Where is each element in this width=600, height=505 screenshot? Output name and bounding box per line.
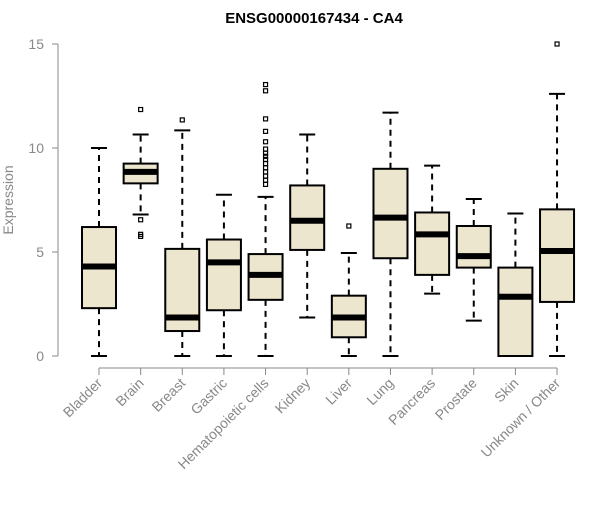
outlier-point (262, 81, 269, 88)
x-tick-label: Unknown / Other (478, 375, 564, 461)
box-group (205, 193, 242, 357)
iqr-box (455, 225, 492, 269)
x-tick-label: Liver (322, 375, 355, 408)
box-group (164, 117, 201, 357)
box-group (247, 81, 284, 357)
x-tick-label: Breast (148, 375, 188, 415)
outlier-point (346, 223, 352, 229)
iqr-box (539, 208, 576, 303)
iqr-box (205, 238, 242, 312)
box-group (81, 147, 117, 357)
outlier-point (554, 41, 560, 47)
outlier-point (262, 181, 269, 187)
x-tick-label: Brain (112, 375, 146, 409)
box-group (372, 111, 409, 357)
box-group (539, 41, 576, 357)
outlier-point (262, 153, 269, 159)
y-tick-label: 15 (28, 36, 44, 52)
outlier-point (262, 88, 269, 94)
outlier-point (262, 156, 269, 163)
outlier-point (262, 177, 269, 183)
x-tick-label: Lung (363, 375, 396, 408)
outlier-point (138, 217, 144, 223)
outlier-point (138, 106, 144, 113)
outlier-point (262, 146, 269, 152)
outlier-point (262, 128, 269, 134)
outlier-point (179, 117, 185, 123)
iqr-box (414, 211, 451, 276)
box-group (414, 164, 451, 295)
box-group (497, 212, 534, 358)
box-group (122, 106, 159, 239)
y-tick-label: 10 (28, 140, 44, 156)
box-group (330, 223, 367, 357)
iqr-box (289, 184, 326, 251)
x-tick-label: Bladder (60, 375, 106, 421)
outlier-point (262, 165, 269, 171)
outlier-point (138, 233, 144, 239)
chart-title: ENSG00000167434 - CA4 (225, 10, 403, 27)
y-tick-label: 0 (36, 348, 44, 364)
outlier-point (262, 173, 269, 179)
outlier-point (262, 139, 269, 145)
y-tick-label: 5 (36, 244, 44, 260)
outlier-point (262, 161, 269, 167)
x-tick-label: Prostate (432, 375, 480, 423)
outlier-point (262, 116, 269, 122)
outlier-point (262, 169, 269, 175)
box-group (289, 133, 326, 319)
x-tick-label: Skin (491, 375, 522, 406)
boxes (81, 41, 576, 358)
x-tick-label: Kidney (272, 375, 314, 417)
y-axis-label: Expression (0, 165, 16, 234)
iqr-box (497, 266, 534, 358)
box-group (455, 197, 492, 322)
iqr-box (372, 167, 409, 260)
